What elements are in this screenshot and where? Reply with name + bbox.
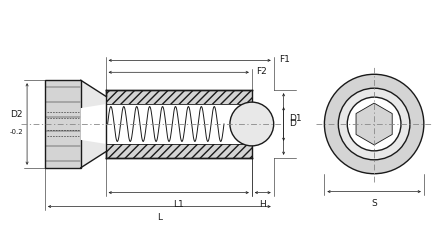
Polygon shape: [81, 104, 106, 144]
Bar: [106, 130, 252, 158]
Text: -0.2: -0.2: [10, 129, 23, 135]
Text: D2: D2: [10, 110, 23, 119]
Text: F2: F2: [256, 67, 266, 76]
Circle shape: [230, 102, 274, 146]
Text: D: D: [290, 120, 296, 128]
Text: L1: L1: [174, 200, 184, 209]
Circle shape: [324, 74, 424, 174]
Bar: [106, 90, 252, 104]
Polygon shape: [81, 80, 106, 168]
Bar: [45, 80, 81, 168]
Text: S: S: [371, 199, 377, 208]
Text: D1: D1: [290, 114, 302, 123]
Bar: [106, 90, 252, 104]
Text: L: L: [157, 214, 162, 222]
Text: F1: F1: [279, 55, 290, 64]
Circle shape: [347, 97, 401, 151]
Bar: [106, 90, 252, 158]
Circle shape: [338, 88, 410, 160]
Bar: [106, 104, 252, 144]
Polygon shape: [356, 103, 392, 145]
Bar: [106, 144, 252, 158]
Text: H: H: [259, 200, 266, 209]
